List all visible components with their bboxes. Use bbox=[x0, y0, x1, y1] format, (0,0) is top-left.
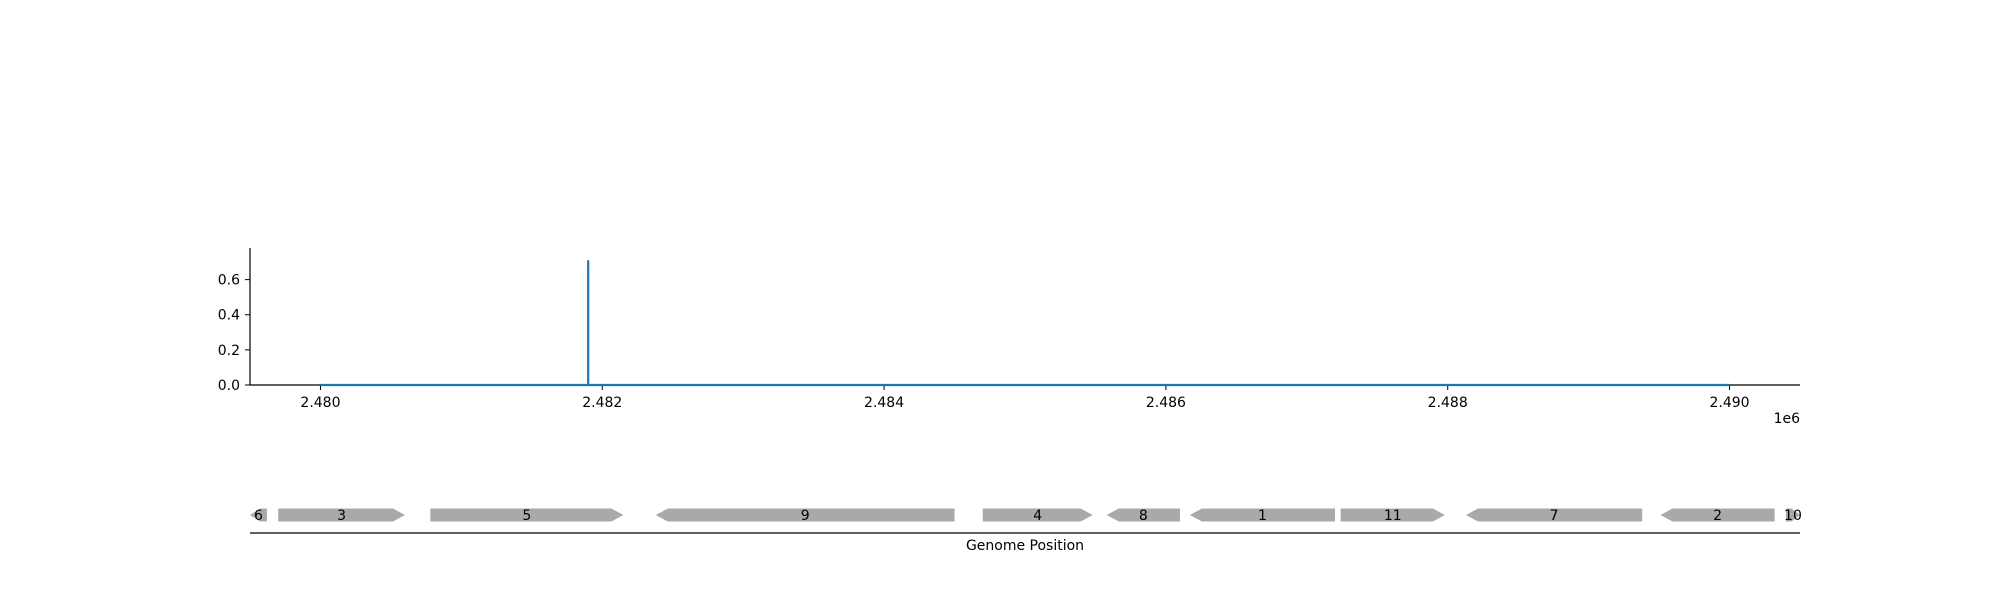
gene-arrow-3 bbox=[278, 508, 405, 522]
signal-line bbox=[320, 260, 1730, 387]
x-tick-label: 2.482 bbox=[582, 395, 622, 411]
gene-arrow-6 bbox=[250, 508, 267, 522]
gene-label-6: 6 bbox=[254, 508, 263, 524]
gene-label-8: 8 bbox=[1139, 508, 1148, 524]
x-tick-label: 2.488 bbox=[1428, 395, 1468, 411]
gene-arrow-10 bbox=[1785, 508, 1800, 522]
y-tick-label: 0.2 bbox=[218, 343, 240, 359]
y-tick-label: 0.0 bbox=[218, 378, 240, 394]
gene-label-4: 4 bbox=[1033, 508, 1042, 524]
y-tick-label: 0.4 bbox=[218, 308, 240, 324]
x-tick-label: 2.490 bbox=[1709, 395, 1749, 411]
gene-arrow-4 bbox=[982, 508, 1093, 522]
gene-arrow-8 bbox=[1106, 508, 1180, 522]
track-x-label: Genome Position bbox=[966, 538, 1084, 554]
gene-label-5: 5 bbox=[522, 508, 531, 524]
gene-label-11: 11 bbox=[1384, 508, 1402, 524]
gene-arrow-1 bbox=[1189, 508, 1335, 522]
gene-arrow-9 bbox=[655, 508, 955, 522]
gene-label-3: 3 bbox=[337, 508, 346, 524]
gene-label-2: 2 bbox=[1713, 508, 1722, 524]
gene-arrow-7 bbox=[1466, 508, 1643, 522]
x-tick-label: 2.486 bbox=[1146, 395, 1186, 411]
y-tick-label: 0.6 bbox=[218, 273, 240, 289]
gene-arrow-5 bbox=[430, 508, 624, 522]
gene-arrow-11 bbox=[1340, 508, 1445, 522]
gene-label-7: 7 bbox=[1550, 508, 1559, 524]
x-tick-label: 2.484 bbox=[864, 395, 904, 411]
signal-axes: 0.0 0.2 0.4 0.6 2.480 2.482 2.484 2.486 2.488 2.4… bbox=[218, 248, 1800, 427]
gene-arrow-2 bbox=[1660, 508, 1775, 522]
x-tick-label: 2.480 bbox=[300, 395, 340, 411]
x-offset-label: 1e6 bbox=[1774, 411, 1801, 427]
gene-label-9: 9 bbox=[801, 508, 810, 524]
gene-label-10: 10 bbox=[1784, 508, 1802, 524]
gene-label-1: 1 bbox=[1258, 508, 1267, 524]
